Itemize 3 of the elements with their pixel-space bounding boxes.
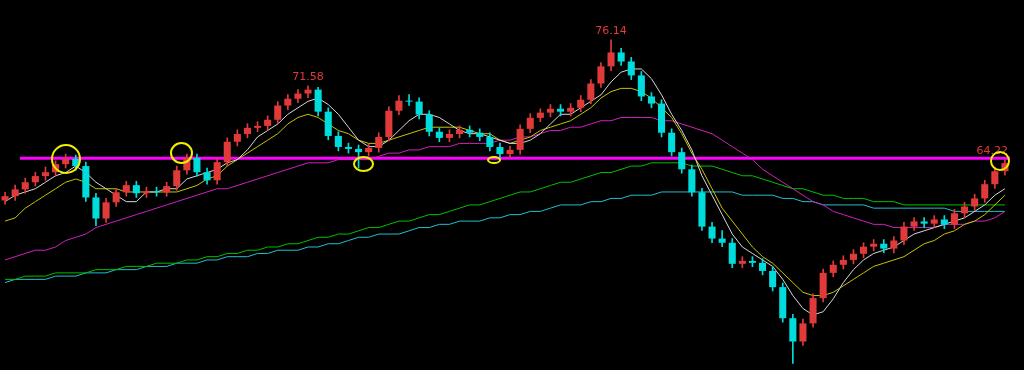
candlestick — [920, 217, 928, 228]
annotation: 71.58 — [292, 70, 324, 84]
annotation: 76.14 — [595, 24, 627, 38]
